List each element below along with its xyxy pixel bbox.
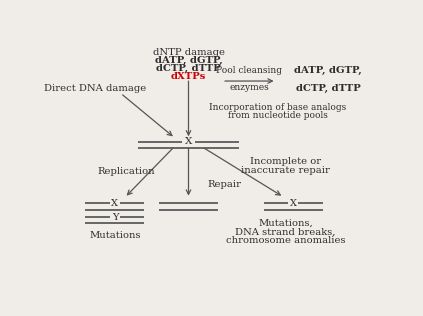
Text: Direct DNA damage: Direct DNA damage bbox=[44, 84, 147, 93]
Text: Mutations: Mutations bbox=[89, 231, 140, 240]
Text: dXTPs: dXTPs bbox=[171, 72, 206, 81]
Text: from nucleotide pools: from nucleotide pools bbox=[228, 111, 327, 120]
Text: Y: Y bbox=[112, 213, 118, 222]
Text: X: X bbox=[111, 199, 118, 208]
Text: dCTP, dTTP: dCTP, dTTP bbox=[156, 64, 221, 73]
Text: X: X bbox=[290, 199, 297, 208]
Text: Mutations,: Mutations, bbox=[258, 219, 313, 228]
Text: dATP, dGTP,: dATP, dGTP, bbox=[155, 56, 222, 65]
Text: Repair: Repair bbox=[208, 180, 242, 189]
Text: Incorporation of base analogs: Incorporation of base analogs bbox=[209, 103, 346, 112]
Text: dATP, dGTP,: dATP, dGTP, bbox=[294, 66, 362, 75]
Text: dCTP, dTTP: dCTP, dTTP bbox=[296, 84, 360, 93]
Text: DNA strand breaks,: DNA strand breaks, bbox=[235, 227, 335, 236]
Text: chromosome anomalies: chromosome anomalies bbox=[225, 236, 345, 245]
Text: Replication: Replication bbox=[98, 167, 155, 176]
Text: inaccurate repair: inaccurate repair bbox=[241, 166, 330, 175]
Text: Pool cleansing: Pool cleansing bbox=[216, 66, 282, 75]
Text: Incomplete or: Incomplete or bbox=[250, 157, 321, 166]
Text: enzymes: enzymes bbox=[229, 82, 269, 92]
Text: dNTP damage: dNTP damage bbox=[153, 48, 225, 57]
Text: X: X bbox=[185, 137, 192, 146]
